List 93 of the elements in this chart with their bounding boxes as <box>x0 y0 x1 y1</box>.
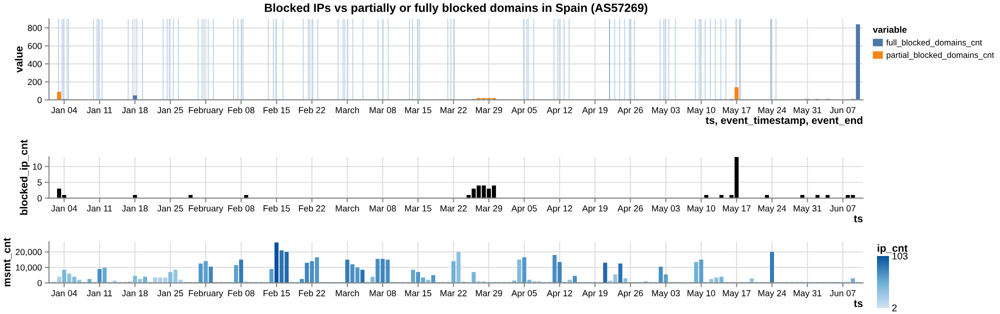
x-tick-label: Feb 15 <box>264 106 290 114</box>
y-tick-label: 800 <box>28 24 42 32</box>
x-tick-label: Jan 25 <box>157 107 184 114</box>
y-axis-title: value <box>14 46 23 73</box>
x-tick-label: Apr 12 <box>546 290 572 298</box>
x-tick-label: February <box>188 290 224 298</box>
x-tick-label: Jan 11 <box>86 205 112 212</box>
x-tick-label: May 03 <box>652 107 680 115</box>
x-tick-label: Jan 18 <box>122 290 148 296</box>
x-tick-label: Mar 22 <box>440 290 467 296</box>
x-tick-label: May 24 <box>758 290 786 298</box>
x-tick-label: Feb 08 <box>228 205 254 212</box>
x-tick-label: Apr 26 <box>618 107 643 115</box>
x-tick-label: May 10 <box>688 205 716 214</box>
y-tick-label: 0 <box>38 195 42 202</box>
x-tick-label: Mar 08 <box>370 290 396 296</box>
x-tick-label: Mar 15 <box>405 107 432 114</box>
legend-label: partial_blocked_domains_cnt <box>886 52 994 60</box>
x-tick-label: May 24 <box>758 107 786 115</box>
x-tick-label: May 31 <box>794 107 822 115</box>
x-tick-label: May 17 <box>722 107 751 115</box>
chart-title: Blocked IPs vs partially or fully blocked domains in Spain (AS57269) <box>264 3 648 14</box>
y-tick-label: 200 <box>28 78 42 86</box>
x-tick-label: Feb 08 <box>228 290 254 296</box>
x-tick-label: Feb 22 <box>299 290 326 296</box>
y-tick-label: 5 <box>38 179 42 186</box>
x-tick-label: May 31 <box>794 290 822 298</box>
x-tick-label: Jun 07 <box>830 205 856 212</box>
x-tick-label: Feb 22 <box>299 205 326 212</box>
y-tick-label: 0 <box>38 96 42 104</box>
x-tick-label: Mar 08 <box>370 107 396 114</box>
y-axis-title: blocked_ip_cnt <box>20 140 30 215</box>
x-tick-label: May 10 <box>688 290 716 298</box>
x-axis-title: ts, event_timestamp, event_end <box>706 116 862 126</box>
x-axis-title: ts <box>854 215 863 222</box>
y-tick-label: 10,000 <box>16 264 42 272</box>
x-tick-label: Apr 19 <box>582 107 608 115</box>
color-bar-label: 2 <box>892 304 897 312</box>
x-tick-label: Jun 07 <box>830 290 856 296</box>
x-tick-label: March <box>336 106 359 114</box>
x-tick-label: Jan 04 <box>51 290 78 296</box>
x-tick-label: Mar 29 <box>476 290 502 296</box>
x-tick-label: Feb 22 <box>299 106 326 114</box>
color-bar-title: ip_cnt <box>878 244 908 254</box>
x-tick-label: Mar 15 <box>405 205 432 212</box>
x-tick-label: May 03 <box>652 205 680 214</box>
y-tick-label: 0 <box>38 280 42 286</box>
x-tick-label: Mar 22 <box>440 107 467 114</box>
x-tick-label: Jan 18 <box>122 205 148 212</box>
x-tick-label: Apr 26 <box>618 290 643 298</box>
x-tick-label: Apr 05 <box>511 290 537 298</box>
x-tick-label: Jun 07 <box>830 107 856 114</box>
y-tick-label: 600 <box>28 42 42 50</box>
x-tick-label: Apr 26 <box>618 205 643 214</box>
x-tick-label: Mar 29 <box>476 107 502 114</box>
x-tick-label: February <box>188 106 224 115</box>
x-tick-label: Mar 08 <box>370 205 396 212</box>
x-tick-label: Apr 12 <box>546 205 572 214</box>
legend-label: full_blocked_domains_cnt <box>886 39 982 48</box>
x-tick-label: May 17 <box>722 290 751 298</box>
x-tick-label: March <box>336 290 359 296</box>
x-tick-label: Apr 19 <box>582 290 608 298</box>
x-tick-label: Apr 19 <box>582 205 608 214</box>
x-tick-label: Jan 25 <box>157 205 184 212</box>
x-tick-label: May 10 <box>688 107 716 115</box>
x-tick-label: March <box>336 205 359 212</box>
x-tick-label: Feb 15 <box>264 205 290 212</box>
x-tick-label: May 31 <box>794 205 822 214</box>
x-tick-label: Jan 25 <box>157 290 184 296</box>
x-axis-title: ts <box>854 300 863 308</box>
x-tick-label: Feb 08 <box>228 106 254 114</box>
x-tick-label: May 17 <box>722 205 751 214</box>
x-tick-label: Feb 15 <box>264 290 290 296</box>
x-tick-label: May 24 <box>758 205 786 214</box>
x-tick-label: Mar 29 <box>476 205 502 212</box>
x-tick-label: Jan 11 <box>86 290 112 296</box>
y-axis-title: msmt_cnt <box>4 238 12 286</box>
x-tick-label: Jan 04 <box>51 107 78 114</box>
x-tick-label: Jan 04 <box>51 205 78 212</box>
x-tick-label: Jan 18 <box>122 107 148 114</box>
legend-title: variable <box>872 26 907 33</box>
x-tick-label: Apr 12 <box>546 107 572 115</box>
x-tick-label: Mar 15 <box>405 290 432 296</box>
color-bar-label: 103 <box>892 252 908 260</box>
x-tick-label: Jan 11 <box>86 107 112 114</box>
y-tick-label: 20,000 <box>16 248 42 256</box>
x-tick-label: Apr 05 <box>511 205 537 214</box>
x-tick-label: February <box>188 205 224 214</box>
x-tick-label: Mar 22 <box>440 205 467 212</box>
x-tick-label: May 03 <box>652 290 680 298</box>
y-tick-label: 10 <box>32 164 42 170</box>
x-tick-label: Apr 05 <box>511 107 537 115</box>
y-tick-label: 400 <box>28 60 42 68</box>
